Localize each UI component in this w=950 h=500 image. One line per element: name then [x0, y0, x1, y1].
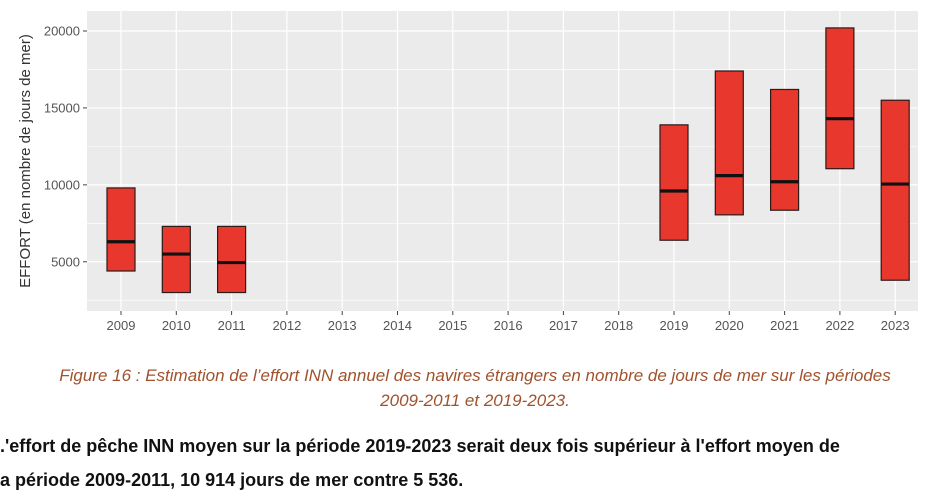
x-axis-ticks: 2009 2010 2011 2012 2013 2014 2015 2016 2017 2018… [107, 311, 910, 333]
x-tick-label: 2019 [660, 318, 689, 333]
figure-caption-line2: 2009-2011 et 2019-2023. [380, 391, 570, 410]
range-bar-2010 [161, 225, 191, 294]
x-tick-label: 2018 [604, 318, 633, 333]
x-tick-label: 2011 [218, 318, 246, 333]
range-bar-2020 [714, 70, 744, 216]
range-bar-2023 [880, 99, 910, 281]
x-tick-label: 2010 [162, 318, 191, 333]
y-tick-label: 5000 [51, 254, 80, 269]
x-tick-label: 2023 [881, 318, 910, 333]
y-axis-label: EFFORT (en nombre de jours de mer) [17, 34, 34, 288]
paragraph-line2: a période 2009-2011, 10 914 jours de mer… [0, 470, 464, 490]
y-tick-label: 15000 [44, 100, 80, 115]
range-bar-2009 [106, 187, 136, 272]
x-tick-label: 2016 [494, 318, 523, 333]
x-tick-label: 2014 [383, 318, 412, 333]
range-bars [106, 27, 910, 294]
effort-chart: 5000 10000 15000 20000 2009 2010 2011 2012 2013… [17, 11, 918, 333]
range-bar-2021 [769, 88, 800, 211]
x-tick-label: 2022 [825, 318, 854, 333]
x-tick-label: 2009 [107, 318, 136, 333]
x-tick-label: 2017 [549, 318, 578, 333]
range-bar-2019 [659, 124, 689, 241]
x-tick-label: 2020 [715, 318, 744, 333]
x-tick-label: 2013 [328, 318, 357, 333]
paragraph-line1: .'effort de pêche INN moyen sur la pério… [0, 436, 840, 456]
x-tick-label: 2012 [272, 318, 301, 333]
y-tick-label: 10000 [44, 177, 80, 192]
x-tick-label: 2015 [438, 318, 467, 333]
y-tick-label: 20000 [44, 24, 80, 39]
y-axis-ticks: 5000 10000 15000 20000 [44, 24, 87, 269]
figure-caption-line1: Figure 16 : Estimation de l’effort INN a… [59, 366, 891, 385]
range-bar-2011 [217, 225, 247, 294]
x-tick-label: 2021 [770, 318, 799, 333]
range-bar-2022 [825, 27, 855, 170]
